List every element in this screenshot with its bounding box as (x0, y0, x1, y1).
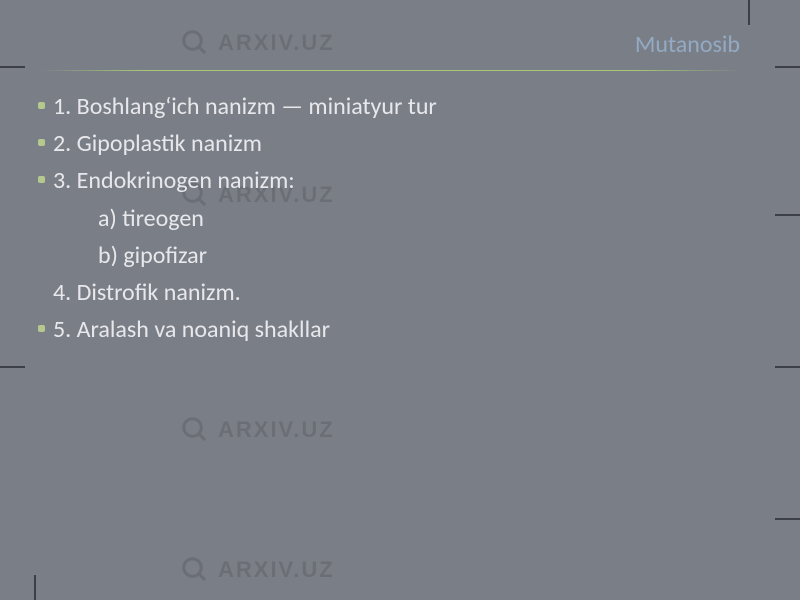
list-item: 1. Boshlangʻich nanizm — miniatyur tur (38, 88, 760, 125)
magnifier-icon (180, 28, 210, 58)
magnifier-icon (180, 415, 210, 445)
list-subitem: b) gipofizar (38, 237, 760, 274)
watermark: ARXIV.UZ (180, 415, 335, 445)
bullet-icon (38, 139, 45, 146)
list-text: 1. Boshlangʻich nanizm — miniatyur tur (53, 88, 760, 125)
edge-marker (775, 366, 800, 368)
list-item: 5. Aralash va noaniq shakllar (38, 311, 760, 348)
list-item: 2. Gipoplastik nanizm (38, 125, 760, 162)
edge-marker (34, 575, 36, 600)
watermark-text: ARXIV.UZ (218, 30, 335, 56)
bullet-icon (38, 176, 45, 183)
list-item-noindent: 4. Distrofik nanizm. (38, 274, 760, 311)
edge-marker (775, 518, 800, 520)
bullet-icon (38, 102, 45, 109)
watermark: ARXIV.UZ (180, 555, 335, 585)
watermark: ARXIV.UZ (180, 28, 335, 58)
slide-body: 1. Boshlangʻich nanizm — miniatyur tur 2… (38, 88, 760, 348)
slide-title: Mutanosib (635, 30, 740, 59)
title-divider (40, 70, 740, 71)
watermark-text: ARXIV.UZ (218, 557, 335, 583)
list-item: 3. Endokrinogen nanizm: (38, 162, 760, 199)
list-subitem: a) tireogen (38, 200, 760, 237)
list-text: 2. Gipoplastik nanizm (53, 125, 760, 162)
bullet-icon (38, 325, 45, 332)
list-text: 3. Endokrinogen nanizm: (53, 162, 760, 199)
edge-marker (748, 0, 750, 25)
magnifier-icon (180, 555, 210, 585)
watermark-text: ARXIV.UZ (218, 417, 335, 443)
edge-marker (0, 366, 25, 368)
edge-marker (775, 66, 800, 68)
list-text: 5. Aralash va noaniq shakllar (53, 311, 760, 348)
edge-marker (775, 214, 800, 216)
edge-marker (0, 66, 25, 68)
slide-container: ARXIV.UZ ARXIV.UZ ARXIV.UZ ARXIV.UZ Muta… (0, 0, 800, 600)
